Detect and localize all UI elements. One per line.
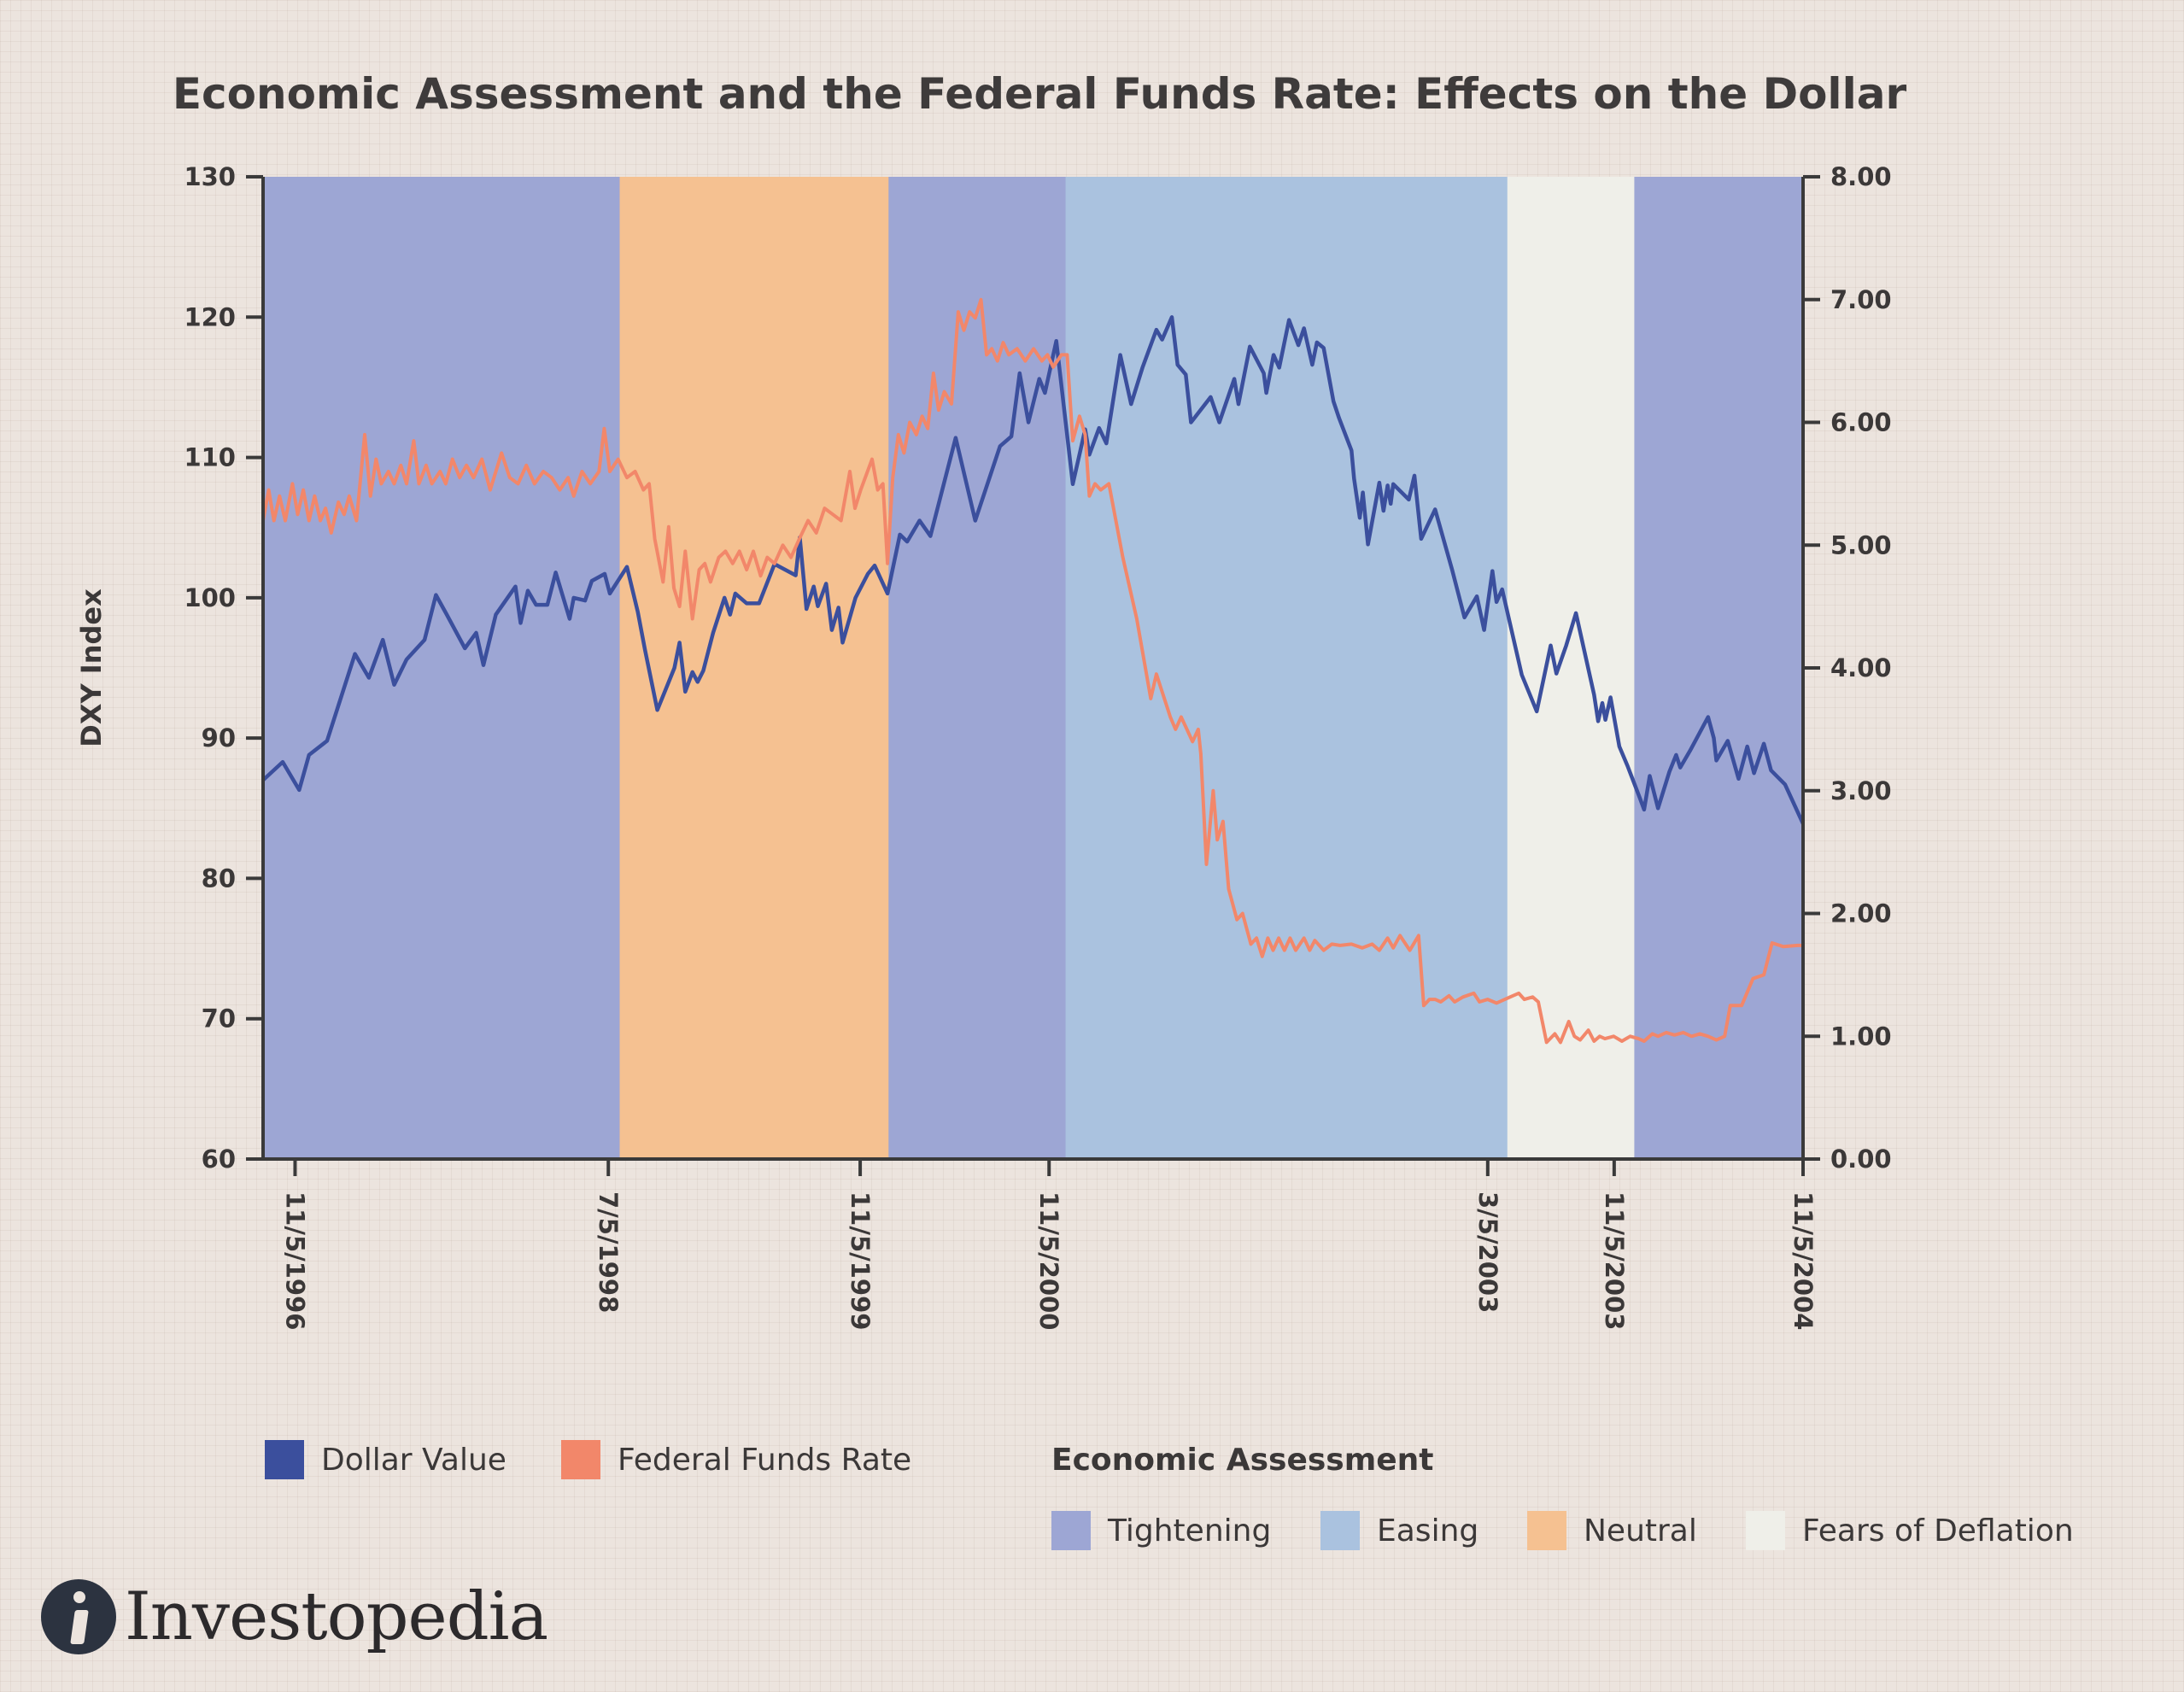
y-tick-label: 120 [184,302,236,331]
dollar-value-swatch [265,1440,304,1479]
x-tick-label: 11/5/2004 [1789,1191,1818,1330]
legend-tightening: Tightening [1051,1511,1271,1550]
x-tick-label: 11/5/1996 [280,1191,309,1330]
x-tick-label: 7/5/1998 [594,1191,623,1313]
legend-federal-funds-rate: Federal Funds Rate [561,1440,911,1479]
axes: 60 70 80 90 100 110 120 130 0.00 1.00 2.00 3.00 4.00… [184,162,1891,1330]
investopedia-logo: Investopedia [41,1578,548,1655]
logo-text: Investopedia [125,1578,548,1655]
x-tick-label: 11/5/2000 [1034,1191,1063,1330]
y2-tick-label: 1.00 [1830,1022,1892,1051]
y-tick-label: 60 [202,1145,236,1174]
federal-funds-rate-swatch [561,1440,600,1479]
series-line-dollar-value [261,315,1806,825]
band-neutral [619,177,889,1159]
legend-neutral: Neutral [1527,1511,1697,1550]
easing-swatch [1320,1511,1360,1550]
y2-tick-label: 6.00 [1830,408,1892,437]
assessment-bands [263,177,1804,1159]
neutral-swatch [1527,1511,1566,1550]
y2-tick-label: 5.00 [1830,530,1892,559]
legend-label: Easing [1377,1513,1479,1549]
y-tick-label: 80 [202,864,236,893]
y2-tick-label: 2.00 [1830,899,1892,928]
legend-label: Fears of Deflation [1802,1513,2074,1549]
fears-of-deflation-swatch [1746,1511,1785,1550]
y-axis-label: DXY Index [75,588,108,747]
y-tick-label: 90 [202,723,236,752]
y-tick-label: 70 [202,1004,236,1033]
series-lines [261,297,1806,1045]
y-tick-label: 130 [184,162,236,191]
x-tick-label: 11/5/1999 [846,1191,875,1330]
y2-tick-label: 7.00 [1830,285,1892,314]
band-tightening [263,177,621,1159]
tightening-swatch [1051,1511,1091,1550]
x-tick-label: 3/5/2003 [1473,1191,1502,1313]
series-line-federal-funds-rate [261,297,1803,1045]
chart-title: Economic Assessment and the Federal Fund… [173,69,1907,119]
y-tick-label: 100 [184,583,236,612]
band-tightening [1634,177,1804,1159]
legend-label: Dollar Value [321,1442,506,1478]
legend-fears-of-deflation: Fears of Deflation [1746,1511,2074,1550]
band-fears-of-deflation [1507,177,1635,1159]
y2-tick-label: 0.00 [1830,1145,1892,1174]
band-tightening [888,177,1067,1159]
y-tick-label: 110 [184,443,236,472]
legend-label: Neutral [1584,1513,1697,1549]
investopedia-logo-icon [41,1579,116,1654]
y2-tick-label: 3.00 [1830,776,1892,805]
legend-assessment-title: Economic Assessment [1051,1442,1434,1478]
legend-dollar-value: Dollar Value [265,1440,506,1479]
y2-tick-label: 8.00 [1830,162,1892,191]
x-tick-label: 11/5/2003 [1600,1191,1629,1330]
legend-label: Federal Funds Rate [618,1442,912,1478]
legend-label: Tightening [1108,1513,1272,1549]
legend-easing: Easing [1320,1511,1478,1550]
y2-tick-label: 4.00 [1830,653,1892,682]
